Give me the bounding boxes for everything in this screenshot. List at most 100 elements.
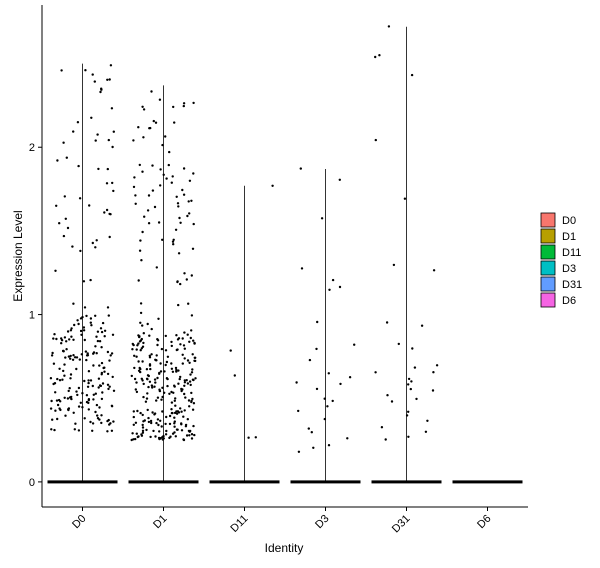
data-point <box>160 398 163 401</box>
data-point <box>139 411 142 415</box>
data-point <box>316 320 319 324</box>
x-tick-label: D0 <box>70 513 88 531</box>
data-point <box>131 348 134 351</box>
data-point <box>157 317 160 320</box>
legend: D0 D1 D11 D3 D31 D6 <box>540 212 582 308</box>
legend-swatch-D1 <box>540 228 556 244</box>
data-point <box>87 379 90 382</box>
data-point <box>85 394 89 397</box>
data-point <box>51 351 54 355</box>
data-point <box>71 245 74 248</box>
data-point <box>109 354 112 357</box>
data-point <box>156 376 159 380</box>
data-point <box>374 138 377 142</box>
data-point <box>152 429 155 433</box>
data-point <box>81 406 84 409</box>
data-point <box>161 143 164 147</box>
data-point <box>170 362 173 365</box>
data-point <box>137 435 140 438</box>
data-point <box>88 204 91 207</box>
data-point <box>150 353 153 356</box>
data-point <box>94 392 98 395</box>
data-point <box>85 358 88 362</box>
data-point <box>110 352 114 355</box>
data-point <box>71 358 75 361</box>
data-point <box>192 339 195 342</box>
legend-label-D3: D3 <box>562 263 576 275</box>
data-point <box>385 321 389 324</box>
data-point <box>63 195 66 198</box>
data-point <box>92 351 96 354</box>
data-point <box>413 366 417 369</box>
data-point <box>94 314 97 317</box>
data-point <box>435 364 439 367</box>
data-point <box>181 188 184 192</box>
data-point <box>79 329 83 333</box>
data-point <box>163 370 166 373</box>
data-point <box>247 436 250 439</box>
data-point <box>106 430 109 433</box>
zero-points <box>128 480 199 484</box>
data-point <box>141 413 144 417</box>
data-point <box>98 364 101 367</box>
data-point <box>323 417 326 421</box>
data-point <box>188 434 191 437</box>
data-point <box>151 164 154 167</box>
legend-label-D0: D0 <box>562 215 576 227</box>
data-point <box>171 370 175 373</box>
data-point <box>63 374 66 377</box>
data-point <box>184 423 188 427</box>
data-point <box>183 409 186 412</box>
data-point <box>146 378 149 381</box>
data-point <box>81 392 84 395</box>
data-point <box>155 354 158 357</box>
data-point <box>56 403 60 407</box>
data-point <box>315 387 319 391</box>
data-point <box>187 399 191 402</box>
data-point <box>155 399 158 402</box>
data-point <box>173 385 176 388</box>
data-point <box>170 408 173 411</box>
legend-label-D6: D6 <box>562 295 576 307</box>
data-point <box>78 197 82 200</box>
data-point <box>67 355 71 358</box>
data-point <box>79 401 83 404</box>
data-point <box>168 150 171 154</box>
violin-D11 <box>209 184 280 484</box>
data-point <box>65 156 69 159</box>
data-point <box>64 414 67 417</box>
data-point <box>181 362 184 365</box>
data-point <box>100 88 103 91</box>
data-point <box>95 352 98 355</box>
data-point <box>72 130 75 133</box>
data-point <box>184 396 187 399</box>
data-point <box>112 130 116 133</box>
legend-swatch-D31 <box>540 276 556 292</box>
data-point <box>164 135 167 138</box>
data-point <box>103 370 106 373</box>
data-point <box>100 373 103 376</box>
data-point <box>141 324 144 327</box>
data-point <box>169 435 172 438</box>
legend-label-D11: D11 <box>562 247 581 259</box>
data-point <box>133 176 136 179</box>
data-point <box>174 228 178 231</box>
data-point <box>139 370 142 374</box>
data-point <box>139 302 143 305</box>
data-point <box>153 378 157 381</box>
data-point <box>69 329 73 332</box>
data-point <box>148 363 152 366</box>
data-point <box>72 338 75 341</box>
data-point <box>170 340 173 344</box>
data-point <box>132 410 135 413</box>
data-point <box>92 393 96 396</box>
data-point <box>326 405 329 408</box>
data-point <box>338 178 341 181</box>
data-point <box>145 397 149 400</box>
data-point <box>159 168 162 171</box>
data-point <box>49 377 53 380</box>
data-point <box>82 329 86 332</box>
data-point <box>179 282 182 286</box>
data-point <box>60 69 63 72</box>
data-point <box>132 139 135 142</box>
